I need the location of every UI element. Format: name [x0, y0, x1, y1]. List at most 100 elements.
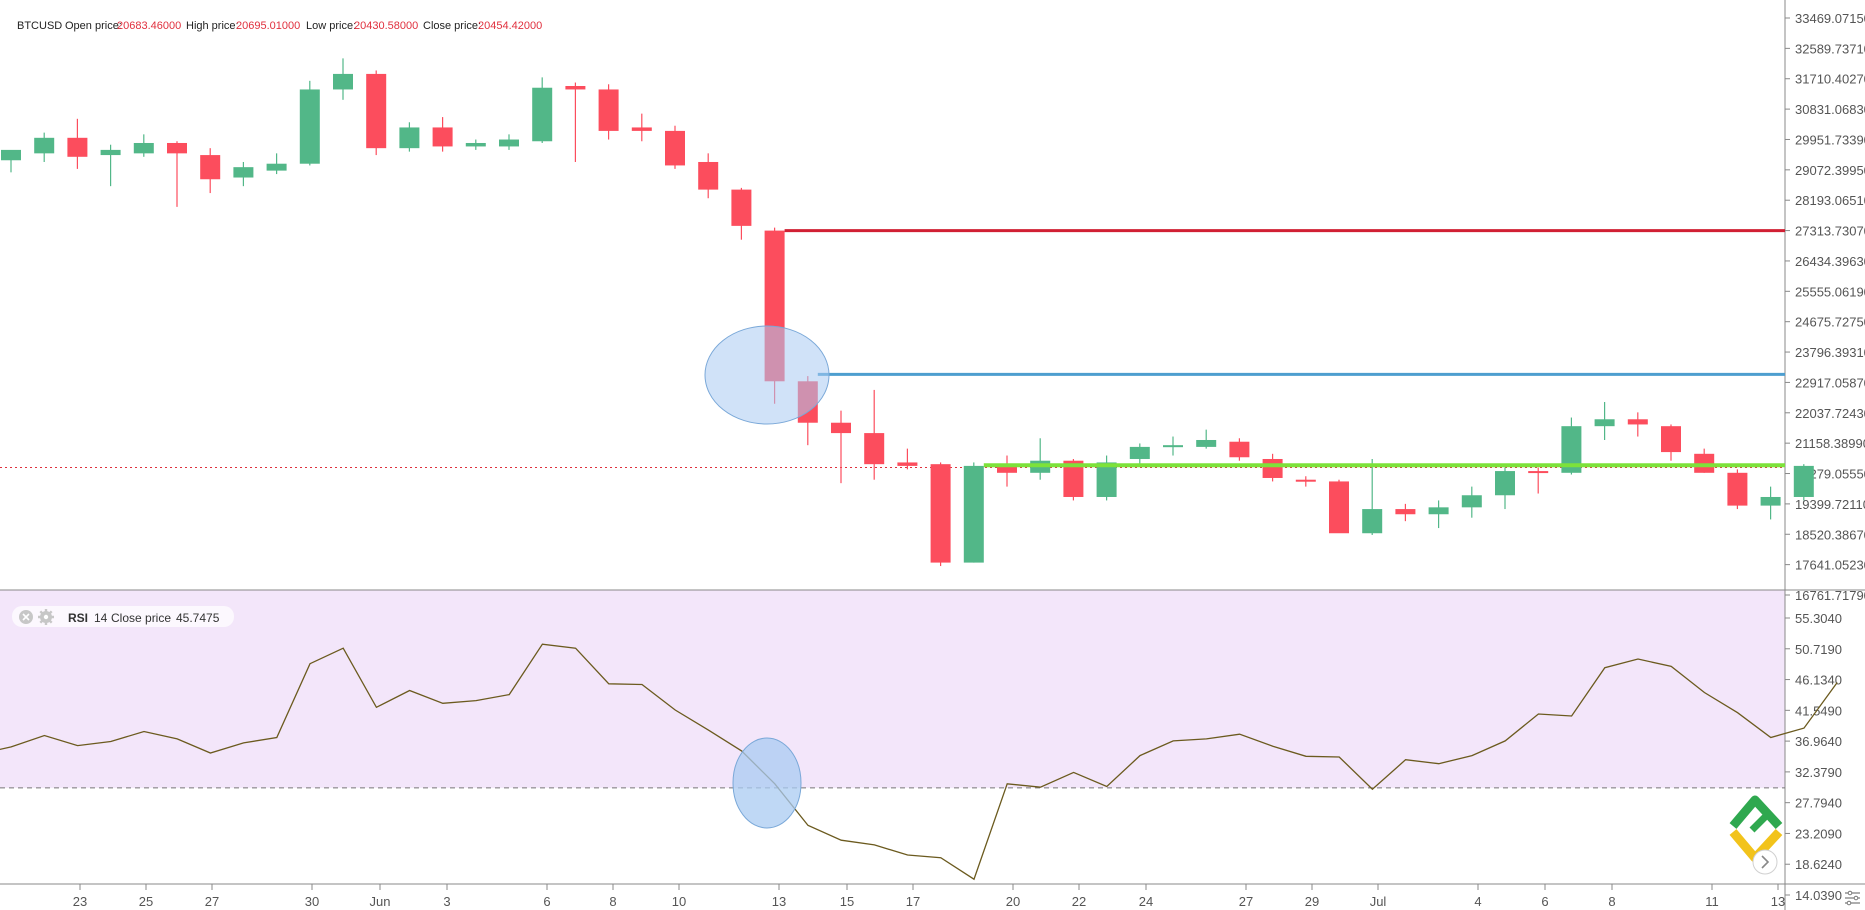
candle	[1196, 429, 1217, 449]
settings-icon[interactable]	[1845, 890, 1860, 906]
gear-icon[interactable]	[38, 609, 54, 625]
legend-low-label: Low price:	[306, 20, 356, 32]
candle	[333, 58, 353, 100]
candle-body	[1561, 426, 1582, 473]
candle	[1661, 424, 1681, 461]
candle-body	[67, 137, 88, 157]
time-tick-label: 29	[1305, 894, 1319, 909]
rsi-legend-name: RSI	[68, 611, 88, 625]
rsi-tick-label: 55.3040	[1795, 611, 1842, 626]
candle	[167, 141, 187, 207]
candle-body	[432, 127, 453, 147]
scroll-right-button[interactable]	[1752, 849, 1778, 875]
time-tick-label: 6	[1541, 894, 1548, 909]
candle-body	[598, 89, 619, 131]
price-axis: 33469.07150 32589.73710 31710.40270 30831.0…	[1785, 11, 1865, 603]
candle-body	[1594, 419, 1615, 427]
ohlc-legend: BTCUSD Open price: 20683.46000 High pric…	[17, 16, 542, 33]
legend-high-label: High price:	[186, 20, 239, 32]
candle-body	[299, 89, 320, 164]
candle-body	[1661, 426, 1681, 453]
time-tick-label: 4	[1474, 894, 1481, 909]
candle-body	[930, 464, 951, 563]
candle	[399, 122, 420, 152]
candle-body	[167, 142, 187, 154]
rsi-tick-label: 36.9640	[1795, 734, 1842, 749]
candle-body	[333, 73, 353, 90]
price-tick-label: 22917.05870	[1795, 375, 1865, 390]
rsi-tick-label: 14.0390	[1795, 888, 1842, 903]
candle	[930, 462, 951, 567]
candle-body	[631, 127, 652, 131]
candle	[963, 462, 984, 563]
price-tick-label: 33469.07150	[1795, 11, 1865, 26]
time-tick-label: Jun	[370, 894, 391, 909]
rsi-legend-period: 14	[94, 611, 108, 625]
candle-body	[200, 155, 221, 180]
rsi-tick-label: 41.5490	[1795, 703, 1842, 718]
candle-body	[1461, 495, 1482, 508]
candle	[100, 144, 121, 187]
rsi-tick-label: 50.7190	[1795, 642, 1842, 657]
candle	[831, 410, 851, 484]
time-tick-label: 13	[1771, 894, 1785, 909]
rsi-line	[0, 643, 1838, 881]
time-tick-label: 22	[1072, 894, 1086, 909]
price-tick-label: 18520.38670	[1795, 527, 1865, 542]
price-tick-label: 26434.39630	[1795, 254, 1865, 269]
time-tick-label: Jul	[1370, 894, 1387, 909]
candle-body	[1793, 465, 1814, 497]
price-tick-label: 30831.06830	[1795, 102, 1865, 117]
candle	[1461, 486, 1482, 518]
candle-body	[897, 462, 918, 466]
candle	[366, 70, 387, 156]
legend-symbol: BTCUSD	[17, 20, 62, 32]
candle-body	[133, 142, 154, 154]
candle-body	[1196, 439, 1217, 447]
rsi-legend: RSI 14 Close price 45.7475	[12, 606, 234, 627]
legend-high-value: 20695.01000	[236, 20, 300, 32]
candle-body	[1428, 507, 1449, 515]
candle-body	[831, 422, 851, 434]
time-tick-label: 10	[672, 894, 686, 909]
candle	[731, 187, 752, 240]
price-tick-label: 29072.39950	[1795, 163, 1865, 178]
candle	[631, 113, 652, 142]
time-tick-label: 11	[1705, 894, 1719, 909]
close-icon[interactable]	[19, 610, 33, 624]
candle	[1129, 443, 1150, 465]
candle-body	[1727, 472, 1748, 506]
time-tick-label: 17	[906, 894, 920, 909]
candle	[1229, 438, 1250, 461]
candle-body	[665, 130, 685, 166]
time-tick-label: 8	[1608, 894, 1615, 909]
candle	[1727, 469, 1748, 510]
candle-body	[1329, 481, 1349, 534]
candle-body	[864, 433, 885, 465]
price-levels[interactable]	[784, 229, 1785, 468]
price-tick-label: 16761.71790	[1795, 588, 1865, 603]
time-tick-label: 27	[205, 894, 219, 909]
candle-body	[1, 149, 21, 161]
candle	[67, 118, 88, 169]
price-highlight-ellipse[interactable]	[704, 325, 830, 425]
legend-open-label: Open price:	[65, 20, 122, 32]
candle	[598, 84, 619, 140]
rsi-highlight-ellipse[interactable]	[732, 737, 802, 829]
candle	[1793, 464, 1814, 501]
candle	[1295, 476, 1316, 487]
chevron-right-icon	[1761, 855, 1770, 869]
candle-body	[1096, 462, 1117, 497]
candle-body	[1362, 509, 1383, 534]
candle-body	[465, 142, 486, 147]
candle-body	[1495, 471, 1515, 496]
candle	[465, 139, 486, 150]
candle	[1395, 503, 1416, 522]
rsi-legend-value: 45.7475	[176, 611, 220, 625]
svg-text:RSI 14 Close price: RSI 14 Close price 45.7475	[68, 609, 220, 626]
candle	[1760, 486, 1781, 520]
time-tick-label: 20	[1006, 894, 1020, 909]
candle	[133, 134, 154, 157]
rsi-tick-label: 46.1340	[1795, 673, 1842, 688]
candle-body	[1528, 471, 1549, 474]
